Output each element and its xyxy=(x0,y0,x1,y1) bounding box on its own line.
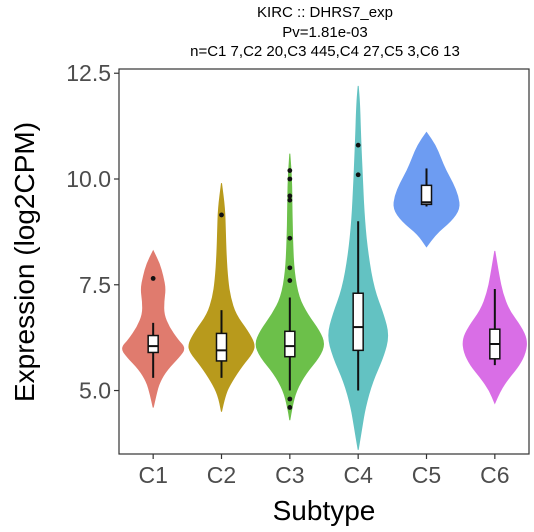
box-c5 xyxy=(420,184,433,206)
y-axis: 5.0 7.5 10.0 12.5 xyxy=(66,60,119,404)
x-tick-label: C3 xyxy=(275,462,304,488)
outlier-point xyxy=(287,197,293,203)
box-c3 xyxy=(284,330,296,358)
outlier-point xyxy=(287,176,293,182)
outlier-point xyxy=(287,278,293,283)
x-tick-label: C5 xyxy=(412,462,441,488)
outlier-point xyxy=(355,142,361,148)
violin-c3 xyxy=(255,153,324,421)
box-c1 xyxy=(147,334,159,354)
chart-sample-sizes: n=C1 7,C2 20,C3 445,C4 27,C5 3,C6 13 xyxy=(190,43,460,60)
box-c2 xyxy=(215,332,228,362)
x-tick-label: C1 xyxy=(138,462,167,488)
x-axis: C1 C2 C3 C4 C5 C6 xyxy=(138,454,510,488)
chart-title: KIRC :: DHRS7_exp xyxy=(257,4,393,21)
box-c4 xyxy=(352,292,364,352)
y-axis-title: Expression (log2CPM) xyxy=(9,122,40,402)
outlier-point xyxy=(287,396,293,402)
violin-c2 xyxy=(188,183,255,412)
outlier-point xyxy=(287,265,293,271)
outlier-point xyxy=(287,405,293,410)
x-axis-title: Subtype xyxy=(273,495,376,526)
outlier-point xyxy=(150,276,156,281)
plot-panel xyxy=(118,68,530,455)
x-tick-label: C4 xyxy=(343,462,373,488)
y-tick-label: 7.5 xyxy=(79,272,111,298)
outlier-point xyxy=(219,212,224,218)
outlier-point xyxy=(355,172,361,178)
outlier-point xyxy=(287,235,293,241)
violin-layer xyxy=(122,85,527,450)
x-tick-label: C6 xyxy=(480,462,509,488)
outlier-point xyxy=(287,168,293,173)
y-tick-label: 5.0 xyxy=(79,378,111,404)
y-tick-label: 12.5 xyxy=(66,60,111,86)
y-tick-label: 10.0 xyxy=(66,166,111,192)
x-tick-label: C2 xyxy=(207,462,236,488)
chart-pvalue: Pv=1.81e-03 xyxy=(282,24,367,41)
outlier-point xyxy=(287,193,293,199)
